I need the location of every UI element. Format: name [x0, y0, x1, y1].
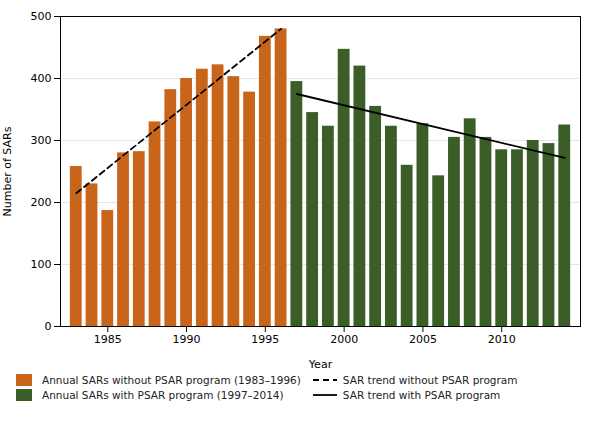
svg-text:1990: 1990: [173, 333, 201, 346]
svg-text:100: 100: [31, 258, 52, 271]
svg-text:Year: Year: [308, 358, 333, 371]
svg-text:2005: 2005: [409, 333, 437, 346]
html-text:Annual SARs without PSAR progr: Annual SARs without PSAR program (1983–1…: [42, 374, 301, 386]
svg-text:2010: 2010: [488, 333, 516, 346]
html-text:SAR trend with PSAR program: SAR trend with PSAR program: [342, 389, 501, 401]
html-text:Annual SARs with PSAR program: Annual SARs with PSAR program (1997–2014…: [42, 389, 284, 401]
svg-text:1985: 1985: [94, 333, 122, 346]
svg-text:300: 300: [31, 134, 52, 147]
svg-text:2000: 2000: [330, 333, 358, 346]
svg-text:400: 400: [31, 72, 52, 85]
svg-text:1995: 1995: [251, 333, 279, 346]
svg-text:200: 200: [31, 196, 52, 209]
svg-text:0: 0: [45, 320, 52, 333]
svg-text:500: 500: [31, 10, 52, 23]
html-text:SAR trend without PSAR program: SAR trend without PSAR program: [342, 374, 518, 386]
svg-text:Number of SARs: Number of SARs: [1, 126, 14, 216]
